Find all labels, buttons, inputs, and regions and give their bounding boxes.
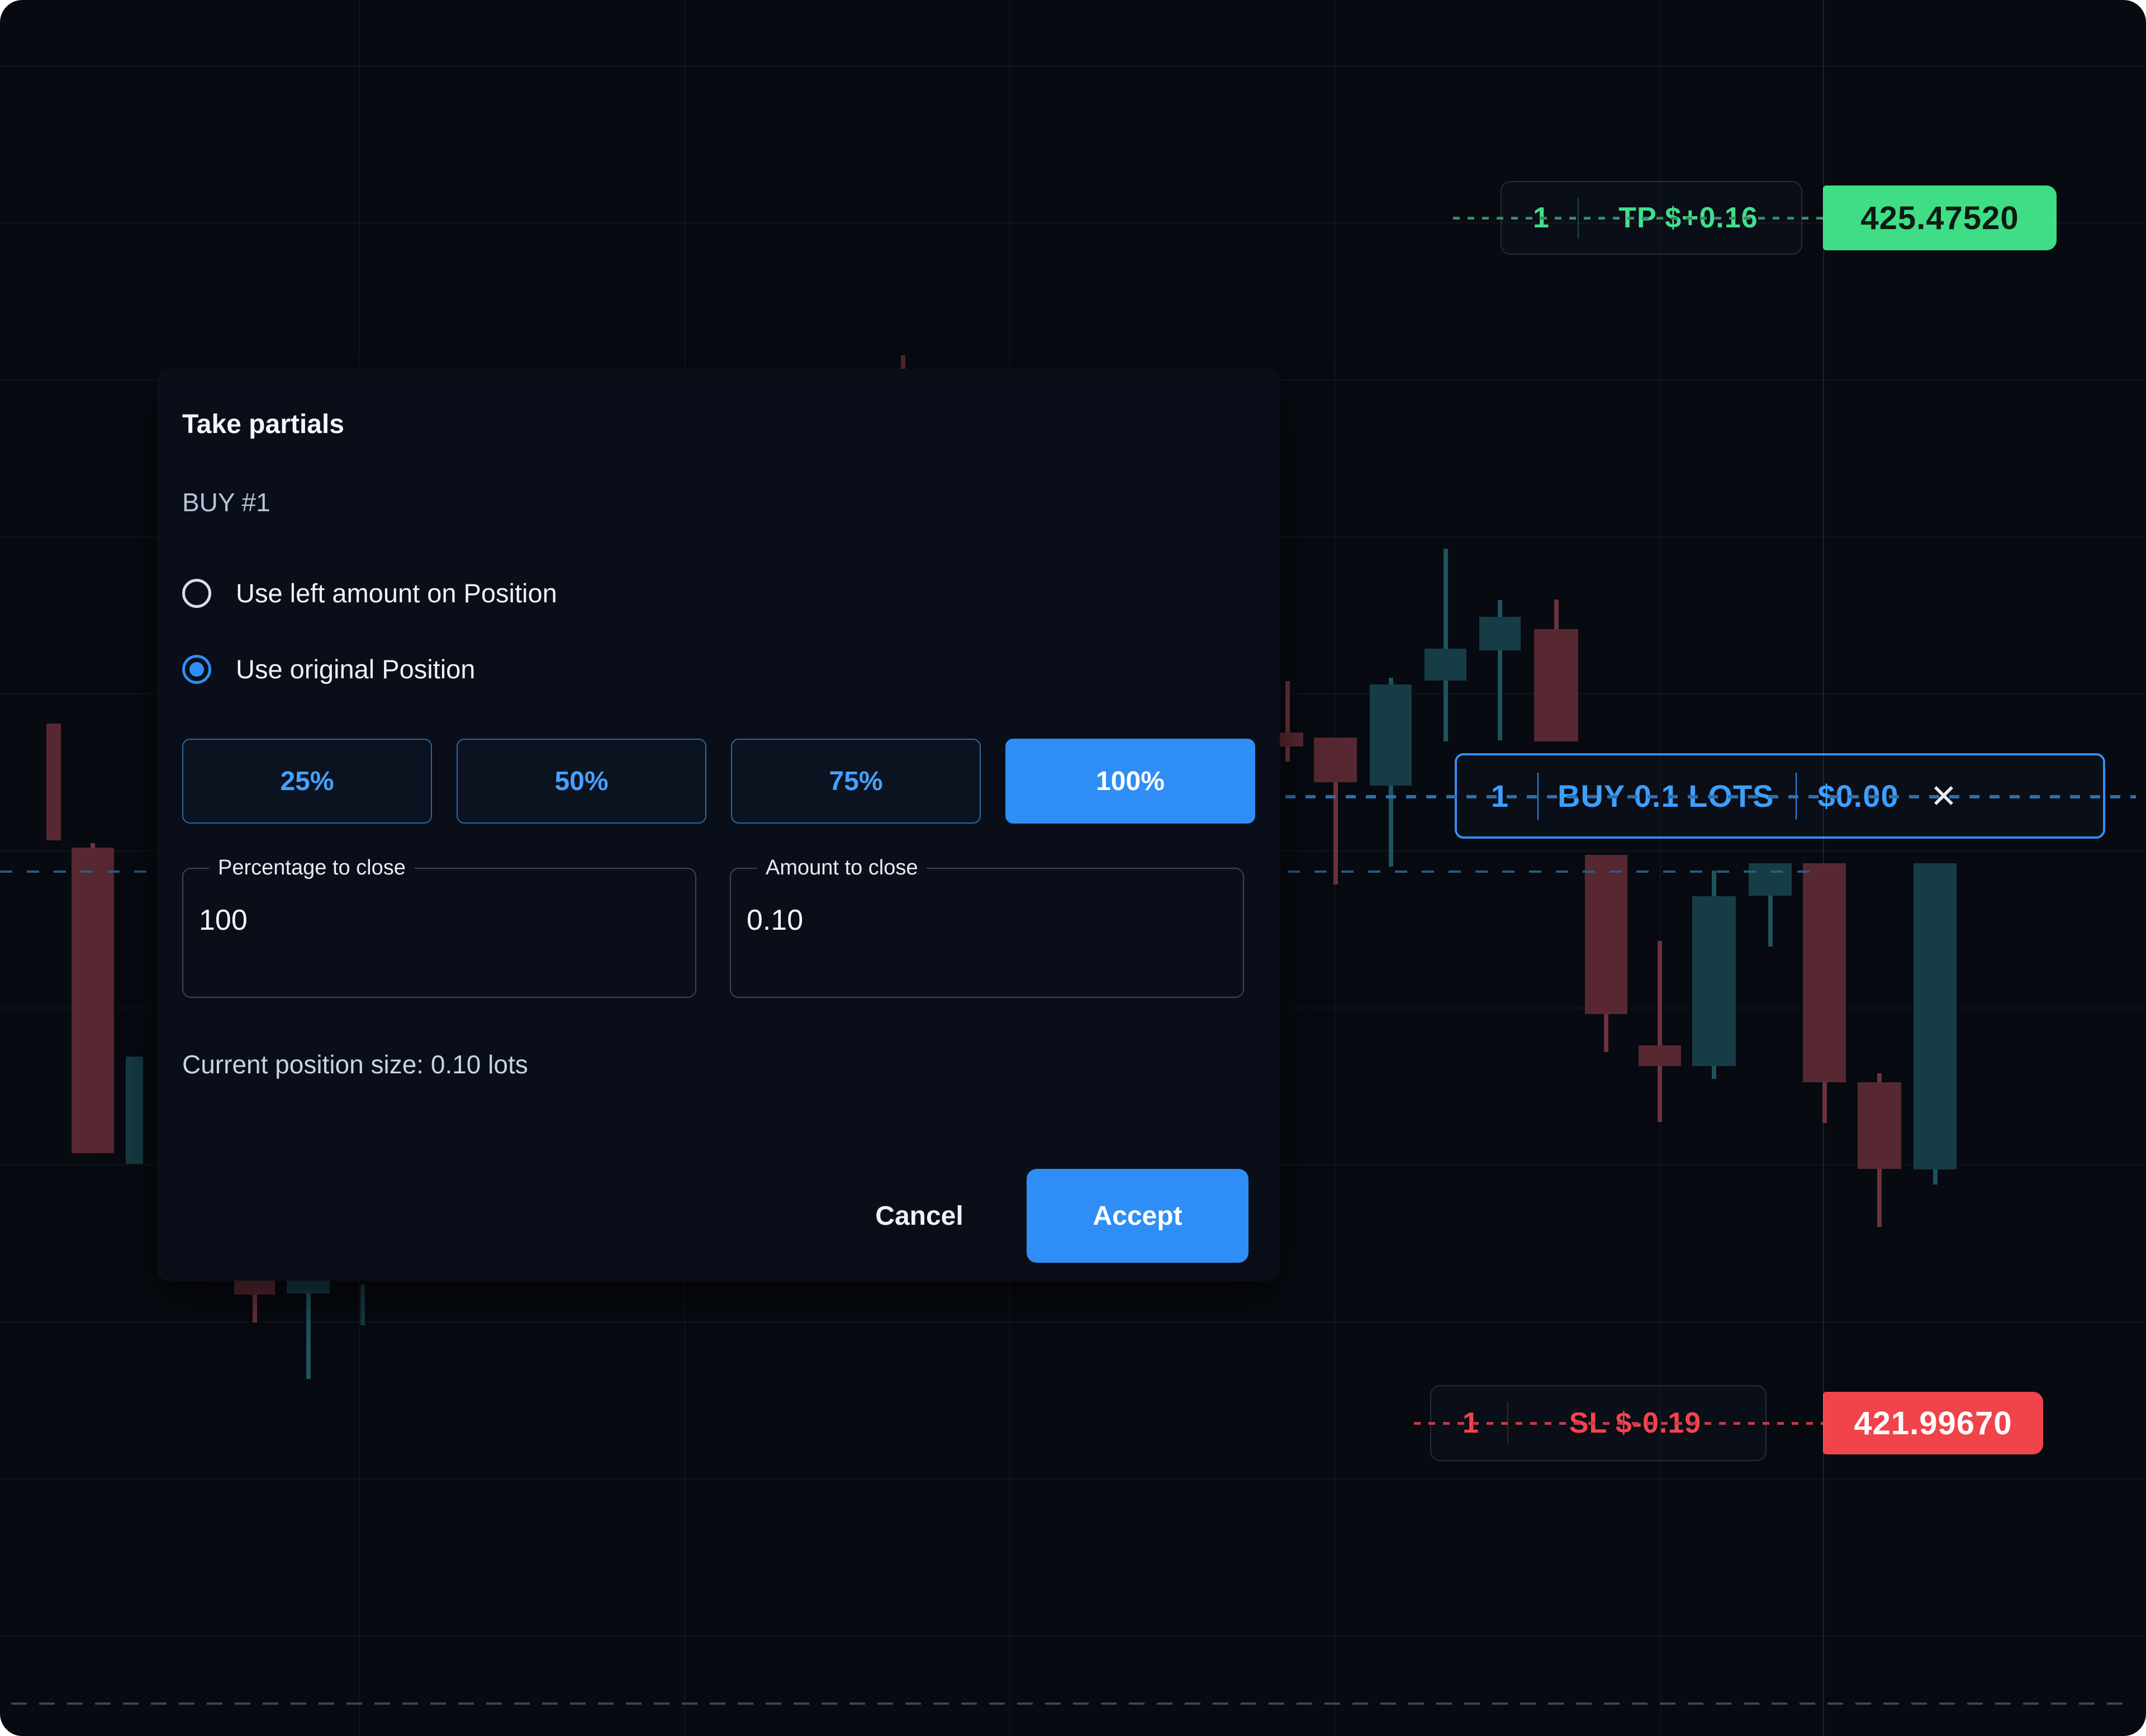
candle-wick xyxy=(1443,549,1448,649)
candlestick xyxy=(1858,1082,1901,1169)
candlestick xyxy=(1370,684,1412,786)
candlestick xyxy=(901,355,905,370)
candle-wick xyxy=(1388,678,1393,684)
percentage-presets: 25% 50% 75% 100% xyxy=(182,739,1255,824)
gridline-horizontal xyxy=(0,1321,2146,1323)
gridline-horizontal xyxy=(0,65,2146,66)
candlestick xyxy=(1803,863,1846,1082)
radio-unselected-icon[interactable] xyxy=(182,578,211,608)
amount-to-close-field[interactable]: Amount to close 0.10 xyxy=(730,856,1244,998)
candlestick xyxy=(1425,649,1466,681)
candlestick xyxy=(46,724,61,840)
candle-wick xyxy=(1333,782,1338,884)
radio-label: Use left amount on Position xyxy=(236,578,557,608)
candlestick xyxy=(1914,863,1957,1169)
radio-use-original-position[interactable]: Use original Position xyxy=(182,654,475,684)
candlestick xyxy=(234,1280,275,1295)
field-label: Percentage to close xyxy=(218,856,406,879)
gridline-horizontal xyxy=(0,1635,2146,1637)
candlestick xyxy=(1479,617,1521,650)
candle-wick xyxy=(1877,1169,1882,1227)
percentage-to-close-field[interactable]: Percentage to close 100 xyxy=(182,856,696,998)
preset-50-button[interactable]: 50% xyxy=(457,739,706,824)
field-label: Amount to close xyxy=(766,856,918,879)
candle-wick xyxy=(1285,746,1290,762)
radio-use-left-amount[interactable]: Use left amount on Position xyxy=(182,578,557,608)
candle-wick xyxy=(306,1293,311,1379)
dialog-subtitle: BUY #1 xyxy=(182,488,270,517)
candle-wick xyxy=(1285,681,1290,733)
tp-price-tag: 425.47520 xyxy=(1823,186,2057,250)
tp-dotted-line xyxy=(1453,216,1823,220)
cancel-button[interactable]: Cancel xyxy=(835,1169,1003,1263)
amount-to-close-value[interactable]: 0.10 xyxy=(747,904,804,936)
candlestick xyxy=(287,1280,330,1293)
bottom-dashed-line xyxy=(11,1702,2135,1705)
sl-price-tag: 421.99670 xyxy=(1823,1392,2043,1454)
candle-wick xyxy=(1768,896,1773,947)
candle-wick xyxy=(1554,600,1559,629)
candlestick xyxy=(1692,896,1736,1066)
take-partials-dialog: Take partials BUY #1 Use left amount on … xyxy=(158,369,1280,1281)
order-dotted-line xyxy=(1285,795,2136,798)
candle-wick xyxy=(1498,600,1502,617)
candle-wick xyxy=(91,843,95,848)
preset-25-button[interactable]: 25% xyxy=(182,739,432,824)
gridline-horizontal xyxy=(0,222,2146,223)
preset-100-button[interactable]: 100% xyxy=(1005,739,1255,824)
accept-button[interactable]: Accept xyxy=(1027,1169,1248,1263)
percentage-to-close-value[interactable]: 100 xyxy=(199,904,248,936)
preset-75-button[interactable]: 75% xyxy=(731,739,981,824)
candlestick xyxy=(1749,863,1792,896)
candlestick xyxy=(72,848,114,1153)
candlestick xyxy=(1639,1045,1681,1066)
candle-wick xyxy=(1443,681,1448,741)
candlestick xyxy=(360,1285,365,1325)
candle-wick xyxy=(1822,1082,1827,1123)
candle-wick xyxy=(1933,1169,1938,1185)
candle-wick xyxy=(1658,1066,1662,1122)
candlestick xyxy=(1585,855,1627,1014)
gridline-horizontal xyxy=(0,1478,2146,1480)
candle-wick xyxy=(1604,1014,1608,1052)
candle-wick xyxy=(1498,650,1502,740)
candle-wick xyxy=(252,1295,257,1323)
candle-wick xyxy=(1388,786,1393,867)
sl-dotted-line xyxy=(1414,1421,1823,1425)
candle-wick xyxy=(1877,1073,1882,1082)
gridline-vertical xyxy=(1660,0,1661,1736)
candle-wick xyxy=(1712,871,1716,896)
candlestick xyxy=(1314,738,1357,782)
dialog-title: Take partials xyxy=(182,410,344,439)
candle-wick xyxy=(1658,941,1662,1045)
dialog-footer: Cancel Accept xyxy=(158,1169,1280,1263)
candle-wick xyxy=(1712,1066,1716,1079)
candlestick xyxy=(1534,629,1578,741)
current-position-size-note: Current position size: 0.10 lots xyxy=(182,1050,528,1079)
radio-label: Use original Position xyxy=(236,654,476,684)
candlestick xyxy=(126,1057,143,1164)
radio-selected-icon[interactable] xyxy=(182,654,211,684)
